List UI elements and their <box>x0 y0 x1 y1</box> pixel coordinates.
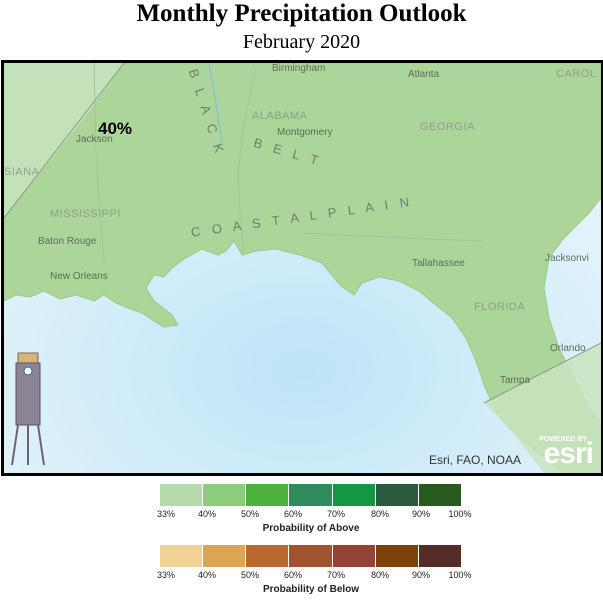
outlook-contour-south <box>483 342 601 404</box>
state-label-florida: FLORIDA <box>474 301 526 313</box>
legend-below-swatch <box>418 545 462 567</box>
page-title: Monthly Precipitation Outlook <box>136 0 467 27</box>
legend-above-swatch <box>418 484 462 506</box>
legend-above-tick: 33% <box>156 509 176 519</box>
map-graphic <box>4 63 601 473</box>
rain-gauge-body <box>15 362 41 426</box>
legend-above-caption: Probability of Above <box>262 523 360 534</box>
legend-below-swatch <box>203 545 247 567</box>
legend-below-tick: 80% <box>370 570 390 580</box>
city-label-baton-rouge: Baton Rouge <box>38 236 97 247</box>
state-label-louisiana: SIANA <box>4 166 40 178</box>
city-label-montgomery: Montgomery <box>277 127 333 138</box>
powered-by-text: POWERED BY <box>539 436 587 443</box>
legend-below-swatch <box>375 545 419 567</box>
legend-above-swatch <box>246 484 290 506</box>
city-label-new-orleans: New Orleans <box>50 271 108 282</box>
legend-above-tick: 70% <box>326 509 346 519</box>
legend-above-tick: 100% <box>448 509 472 519</box>
legend-above-swatch <box>289 484 333 506</box>
legend-below-bar <box>160 545 462 567</box>
legend-above-swatch <box>332 484 376 506</box>
legend-below-tick: 40% <box>197 570 217 580</box>
city-label-atlanta: Atlanta <box>408 69 440 80</box>
legend-above-ticks: 33% 40% 50% 60% 70% 80% 90% 100% <box>156 509 472 523</box>
legend-below: 33% 40% 50% 60% 70% 80% 90% 100% Probabi… <box>156 545 472 595</box>
state-label-mississippi: MISSISSIPPI <box>50 208 121 220</box>
state-border-al-ga <box>237 67 257 254</box>
legend-above-bar <box>160 484 462 506</box>
legend-below-tick: 60% <box>283 570 303 580</box>
state-label-georgia: GEORGIA <box>420 121 475 133</box>
legend-below-tick: 90% <box>411 570 431 580</box>
legend-above-swatch <box>160 484 204 506</box>
legend-below-swatch <box>246 545 290 567</box>
rain-gauge-leg-left <box>11 424 19 466</box>
legend-above-tick: 50% <box>240 509 260 519</box>
map-attribution: Esri, FAO, NOAA <box>428 453 521 467</box>
outlook-contour-west <box>4 63 125 219</box>
outlook-probability-label: 40% <box>98 119 133 138</box>
legend-below-tick: 33% <box>156 570 176 580</box>
state-label-carolina: CAROL <box>556 68 597 80</box>
legend-below-swatch <box>160 545 204 567</box>
page-subtitle: February 2020 <box>242 31 361 53</box>
city-label-tallahassee: Tallahassee <box>412 258 465 269</box>
rain-gauge-logo <box>23 366 33 376</box>
legend-below-tick: 100% <box>448 570 472 580</box>
legend-above-tick: 60% <box>283 509 303 519</box>
legend-above-swatch <box>203 484 247 506</box>
city-label-jacksonville: Jacksonvi <box>545 253 589 264</box>
outlook-map[interactable]: Birmingham Atlanta Montgomery Jackson Ba… <box>1 60 603 476</box>
legend-below-caption: Probability of Below <box>262 584 360 595</box>
legend-above-tick: 80% <box>370 509 390 519</box>
esri-logo: esri <box>543 437 594 470</box>
legend-below-swatch <box>289 545 333 567</box>
legend-above-swatch <box>375 484 419 506</box>
legend-below-ticks: 33% 40% 50% 60% 70% 80% 90% 100% <box>156 570 472 584</box>
state-border-ms-al <box>93 63 105 264</box>
rain-gauge-cap <box>17 352 39 364</box>
river <box>208 63 223 144</box>
city-label-orlando: Orlando <box>550 343 586 354</box>
city-label-jackson: Jackson <box>76 134 113 145</box>
rain-gauge-leg-right <box>37 424 45 466</box>
legend-above: 33% 40% 50% 60% 70% 80% 90% 100% Probabi… <box>156 484 472 534</box>
legend-below-tick: 70% <box>326 570 346 580</box>
legend-above-tick: 90% <box>411 509 431 519</box>
city-label-tampa: Tampa <box>500 375 531 386</box>
outlook-shading-south <box>484 343 601 473</box>
legend-above-tick: 40% <box>197 509 217 519</box>
legend-below-tick: 50% <box>240 570 260 580</box>
state-border-fl <box>303 232 485 242</box>
state-label-alabama: ALABAMA <box>252 110 308 122</box>
city-label-birmingham: Birmingham <box>272 63 326 74</box>
legend-below-swatch <box>332 545 376 567</box>
